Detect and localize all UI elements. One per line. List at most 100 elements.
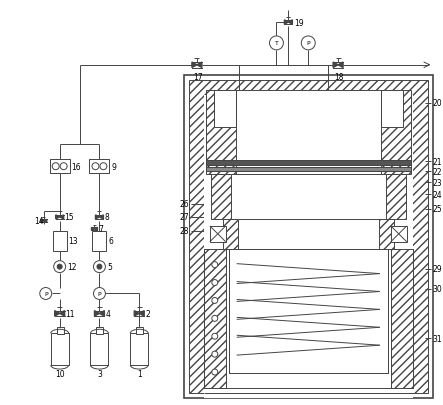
Circle shape (93, 261, 105, 273)
Bar (206, 161, 411, 166)
Polygon shape (139, 311, 144, 316)
Text: 23: 23 (432, 178, 442, 187)
Bar (184, 75, 432, 398)
Polygon shape (192, 63, 197, 68)
Text: 14: 14 (34, 217, 43, 226)
Circle shape (92, 163, 99, 170)
Text: 20: 20 (432, 99, 442, 108)
Circle shape (212, 369, 218, 375)
Circle shape (301, 37, 315, 51)
Bar (189, 81, 427, 393)
Polygon shape (99, 311, 105, 316)
Text: 17: 17 (193, 73, 203, 82)
Text: 12: 12 (68, 262, 77, 271)
Circle shape (52, 163, 59, 170)
Text: 13: 13 (69, 237, 78, 246)
Bar (204, 249, 226, 388)
Text: 8: 8 (105, 213, 109, 222)
Bar (214, 90, 236, 128)
Bar (231, 175, 386, 220)
Bar (204, 249, 226, 388)
Bar (210, 226, 226, 242)
Polygon shape (288, 21, 292, 25)
Text: P: P (97, 291, 101, 296)
Text: 30: 30 (432, 284, 442, 293)
Bar (204, 249, 413, 388)
Text: 19: 19 (294, 19, 304, 28)
Bar (391, 249, 413, 388)
Polygon shape (60, 215, 64, 220)
Bar (237, 220, 379, 249)
Polygon shape (92, 228, 94, 231)
Circle shape (212, 280, 218, 286)
Text: P: P (307, 41, 310, 46)
Circle shape (40, 288, 52, 300)
Polygon shape (94, 228, 97, 231)
Bar (93, 231, 106, 251)
Text: 5: 5 (107, 262, 112, 271)
Circle shape (57, 264, 62, 269)
Text: 11: 11 (66, 309, 75, 318)
Polygon shape (338, 63, 343, 68)
Circle shape (60, 163, 67, 170)
Bar (204, 95, 413, 398)
Polygon shape (197, 63, 202, 68)
Bar (381, 90, 403, 128)
Circle shape (212, 315, 218, 322)
Circle shape (54, 261, 66, 273)
Text: 4: 4 (105, 309, 110, 318)
Text: 21: 21 (432, 157, 442, 166)
Polygon shape (99, 215, 103, 220)
Polygon shape (56, 215, 60, 220)
Text: 28: 28 (179, 227, 189, 236)
Text: 7: 7 (98, 225, 103, 234)
Text: 9: 9 (111, 162, 116, 171)
Bar (391, 226, 407, 242)
Text: 15: 15 (65, 213, 74, 222)
Bar (236, 90, 381, 175)
Text: 26: 26 (179, 200, 189, 209)
Bar (223, 220, 394, 249)
Text: 31: 31 (432, 334, 442, 343)
Circle shape (212, 262, 218, 268)
Bar (391, 249, 413, 388)
Text: 29: 29 (432, 264, 442, 273)
Bar (97, 328, 103, 335)
Circle shape (269, 37, 284, 51)
Bar (57, 328, 64, 335)
Text: 3: 3 (97, 369, 102, 377)
Polygon shape (54, 311, 60, 316)
Circle shape (212, 298, 218, 304)
Text: 24: 24 (432, 190, 442, 199)
Text: 16: 16 (72, 162, 81, 171)
Bar (136, 328, 143, 335)
Polygon shape (134, 311, 139, 316)
Bar (204, 249, 413, 388)
Bar (211, 175, 406, 220)
Bar (90, 333, 109, 365)
Polygon shape (284, 21, 288, 25)
Bar (229, 249, 388, 373)
Bar (229, 249, 388, 373)
Circle shape (97, 264, 102, 269)
Polygon shape (94, 311, 99, 316)
Circle shape (100, 163, 107, 170)
Polygon shape (60, 311, 65, 316)
Text: 2: 2 (145, 309, 150, 318)
Text: 6: 6 (109, 237, 113, 246)
Bar (89, 160, 109, 174)
Bar (391, 249, 413, 388)
Bar (237, 220, 379, 249)
Circle shape (212, 333, 218, 339)
Bar (130, 333, 148, 365)
Bar (50, 160, 70, 174)
Circle shape (93, 288, 105, 300)
Text: 1: 1 (137, 369, 142, 377)
Polygon shape (44, 220, 47, 223)
Text: 27: 27 (179, 213, 189, 222)
Text: 25: 25 (432, 205, 442, 214)
Bar (53, 231, 66, 251)
Polygon shape (95, 215, 99, 220)
Text: T: T (275, 41, 278, 46)
Polygon shape (333, 63, 338, 68)
